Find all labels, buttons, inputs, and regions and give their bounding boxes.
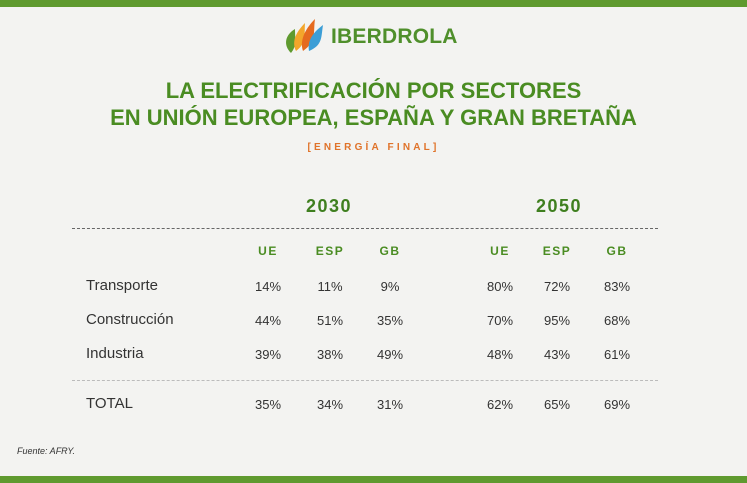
cell: 43%: [543, 347, 571, 362]
cell: 61%: [603, 347, 631, 362]
col-gb-2030: GB: [379, 244, 401, 258]
page-title: LA ELECTRIFICACIÓN POR SECTORES EN UNIÓN…: [0, 77, 747, 131]
cell: 48%: [486, 347, 514, 362]
year-2030-header: 2030: [305, 196, 353, 216]
cell: 31%: [376, 397, 404, 412]
header-divider: [72, 228, 658, 229]
cell: 69%: [603, 397, 631, 412]
cell: 62%: [486, 397, 514, 412]
brand-name: IBERDROLA: [331, 25, 458, 48]
cell: 95%: [543, 313, 571, 328]
top-bar: [0, 0, 747, 7]
row-label-construccion: Construcción: [86, 311, 174, 328]
cell: 65%: [543, 397, 571, 412]
cell: 38%: [316, 347, 344, 362]
col-ue-2050: UE: [490, 244, 510, 258]
cell: 51%: [316, 313, 344, 328]
total-divider: [72, 380, 658, 381]
col-gb-2050: GB: [606, 244, 628, 258]
flame-leaf-icon: [286, 19, 323, 53]
title-line-1: LA ELECTRIFICACIÓN POR SECTORES: [165, 78, 582, 103]
cell: 72%: [543, 279, 571, 294]
cell: 35%: [376, 313, 404, 328]
cell: 39%: [254, 347, 282, 362]
col-esp-2050: ESP: [542, 244, 572, 258]
row-label-transporte: Transporte: [86, 277, 158, 294]
subtitle: [ENERGÍA FINAL]: [307, 142, 440, 153]
year-2050-header: 2050: [535, 196, 583, 216]
col-ue-2030: UE: [258, 244, 278, 258]
bottom-bar: [0, 476, 747, 483]
cell: 44%: [254, 313, 282, 328]
col-esp-2030: ESP: [315, 244, 345, 258]
row-label-industria: Industria: [86, 345, 144, 362]
cell: 83%: [603, 279, 631, 294]
cell: 14%: [254, 279, 282, 294]
source-note: Fuente: AFRY.: [17, 446, 76, 456]
row-label-total: TOTAL: [86, 395, 133, 412]
cell: 9%: [380, 279, 400, 294]
cell: 11%: [317, 279, 343, 294]
cell: 35%: [254, 397, 282, 412]
title-line-2: EN UNIÓN EUROPEA, ESPAÑA Y GRAN BRETAÑA: [110, 105, 637, 130]
cell: 34%: [316, 397, 344, 412]
cell: 70%: [486, 313, 514, 328]
cell: 49%: [376, 347, 404, 362]
cell: 68%: [603, 313, 631, 328]
cell: 80%: [486, 279, 514, 294]
iberdrola-logo: IBERDROLA: [281, 15, 458, 55]
